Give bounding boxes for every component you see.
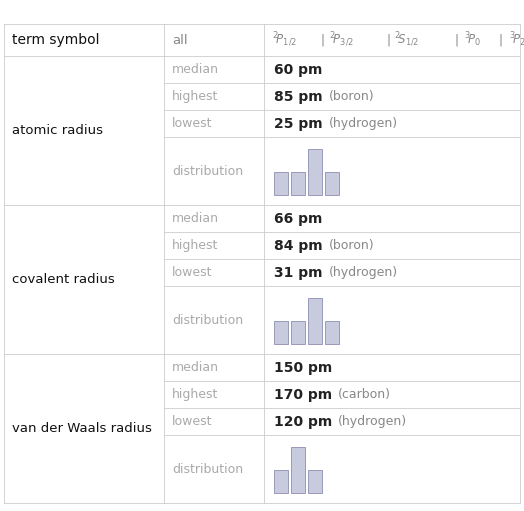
Text: highest: highest [172,239,219,252]
Text: term symbol: term symbol [12,33,100,47]
Text: $^2\!P_{1/2}$: $^2\!P_{1/2}$ [272,31,297,49]
Text: median: median [172,212,219,225]
Text: distribution: distribution [172,462,243,476]
Bar [274,321,288,344]
Text: median: median [172,361,219,374]
Bar [308,298,322,344]
Text: atomic radius: atomic radius [12,124,103,137]
Bar [291,172,305,195]
Bar [291,447,305,493]
Bar [308,470,322,493]
Text: $^3\!P_2$: $^3\!P_2$ [509,31,524,50]
Bar [274,172,288,195]
Text: (hydrogen): (hydrogen) [329,117,398,130]
Text: lowest: lowest [172,266,213,279]
Text: van der Waals radius: van der Waals radius [12,422,152,435]
Text: 84 pm: 84 pm [274,239,323,252]
Bar [308,149,322,195]
Text: 31 pm: 31 pm [274,266,322,280]
Text: median: median [172,63,219,76]
Text: 150 pm: 150 pm [274,360,332,375]
Bar [325,172,339,195]
Text: lowest: lowest [172,415,213,428]
Text: $^2\!S_{1/2}$: $^2\!S_{1/2}$ [394,31,419,49]
Text: $^2\!P_{3/2}$: $^2\!P_{3/2}$ [329,31,354,49]
Bar [325,321,339,344]
Text: lowest: lowest [172,117,213,130]
Text: (hydrogen): (hydrogen) [329,266,398,279]
Text: highest: highest [172,388,219,401]
Text: |: | [386,34,390,47]
Text: 66 pm: 66 pm [274,212,322,225]
Text: 120 pm: 120 pm [274,414,332,429]
Text: 170 pm: 170 pm [274,387,332,402]
Text: (boron): (boron) [329,90,374,103]
Text: 85 pm: 85 pm [274,89,323,104]
Text: |: | [321,34,325,47]
Text: 25 pm: 25 pm [274,117,323,130]
Text: $^3\!P_0$: $^3\!P_0$ [464,31,482,50]
Text: (carbon): (carbon) [338,388,391,401]
Bar [274,470,288,493]
Text: 60 pm: 60 pm [274,62,322,77]
Text: (boron): (boron) [329,239,374,252]
Text: distribution: distribution [172,314,243,327]
Text: highest: highest [172,90,219,103]
Text: all: all [172,34,188,47]
Bar [291,321,305,344]
Text: covalent radius: covalent radius [12,273,115,286]
Text: |: | [454,34,458,47]
Text: |: | [499,34,503,47]
Text: (hydrogen): (hydrogen) [339,415,407,428]
Text: distribution: distribution [172,165,243,177]
